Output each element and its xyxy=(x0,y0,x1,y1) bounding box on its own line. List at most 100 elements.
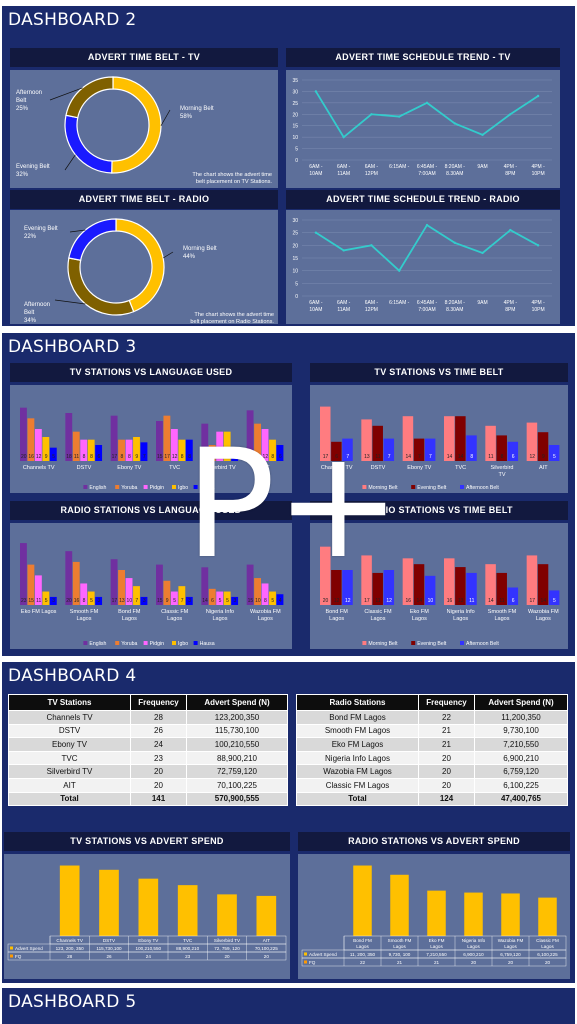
bar xyxy=(99,869,119,936)
bar-label: 3 xyxy=(52,598,55,604)
table-header: Radio Stations xyxy=(296,694,419,711)
tv-spend-chart: Channels TV DSTV Ebony TV TVC Silverbird TV A… xyxy=(7,865,287,961)
x-tick-label: Silverbird TV xyxy=(204,465,236,471)
table-row-label: FQ xyxy=(309,960,316,965)
bar xyxy=(548,445,560,461)
x-tick-label: 6:45AM - xyxy=(417,164,438,170)
legend-label: Igbo xyxy=(178,485,188,491)
bar-label: 20 xyxy=(66,598,72,604)
table-cell: 20 xyxy=(545,960,551,965)
legend-swatch xyxy=(304,960,307,964)
table-cell: 70,100,225 xyxy=(186,777,288,793)
bar-label: 14 xyxy=(255,454,261,460)
bar-label: 17 xyxy=(323,454,329,460)
table-cell: Bond FM Lagos xyxy=(296,710,419,725)
table-cell: 21 xyxy=(434,960,440,965)
tv-time-panel: 17 6 7 Channels TV 13 11 7 DSTV 14 7 7 Ebony TV 14 14… xyxy=(310,385,568,493)
bar xyxy=(548,590,560,605)
table-cell: 123,200,350 xyxy=(186,710,288,725)
table-row: TVC 23 88,900,210 xyxy=(8,750,288,766)
table-cell: 88,900,210 xyxy=(176,946,199,951)
y-tick-label: 15 xyxy=(292,124,298,130)
table-cell: DSTV xyxy=(8,723,131,739)
table-row: Ebony TV 24 100,210,550 xyxy=(8,737,288,752)
x-tick-label: Classic FM xyxy=(536,938,559,943)
table-row-label: Advert Spend xyxy=(309,952,337,957)
legend-label: Afternoon Belt xyxy=(466,485,499,491)
bar-label: 15 xyxy=(157,454,163,460)
bar-label: 16 xyxy=(74,598,80,604)
legend-swatch xyxy=(10,946,13,950)
bar-label: 16 xyxy=(405,598,411,604)
legend-swatch xyxy=(143,641,148,645)
legend-swatch xyxy=(172,485,176,489)
chart-note: The chart shows the advert time xyxy=(192,172,272,178)
table-cell: 7,210,550 xyxy=(474,737,568,752)
bar-label: 20 xyxy=(21,454,27,460)
table-cell: Silverbird TV xyxy=(8,764,131,779)
radio-trend-panel: 0 5 10 15 20 25 30 6AM -10AM 6AM -11AM 6AM -12PM 6… xyxy=(286,210,560,324)
x-tick-label: TV xyxy=(498,472,505,478)
y-tick-label: 0 xyxy=(295,158,298,164)
leader-line xyxy=(160,109,171,126)
radio-time-belt-panel: Morning Belt 44% Afternoon Belt 34% Evening B… xyxy=(10,210,278,324)
x-tick-label: Lagos xyxy=(541,944,554,949)
table-cell: 20 xyxy=(471,960,477,965)
legend-label: Pidgin xyxy=(150,641,165,647)
bar xyxy=(110,559,118,605)
bar-label: 7 xyxy=(135,598,138,604)
bar xyxy=(424,438,436,461)
bar xyxy=(163,580,171,605)
bar-label: 8 xyxy=(83,598,86,604)
slice-label: Evening Belt xyxy=(16,164,50,170)
table-row: Bond FM Lagos 22 11,200,350 xyxy=(296,710,568,725)
bar xyxy=(466,435,477,461)
data-point xyxy=(453,241,456,244)
table-cell: 23 xyxy=(185,954,191,959)
data-point xyxy=(536,244,540,247)
table-cell: 20 xyxy=(418,750,475,766)
x-tick-label: 4PM - xyxy=(504,300,518,306)
donut-slice xyxy=(115,218,165,313)
table-cell: 100,210,550 xyxy=(136,946,162,951)
legend-swatch xyxy=(193,485,198,489)
leader-line xyxy=(64,154,76,171)
bar xyxy=(65,551,73,605)
bar-label: 7 xyxy=(388,454,391,460)
radio-stations-table: Radio Stations Frequency Advert Spend (N… xyxy=(296,694,568,807)
tv-trend-title: ADVERT TIME SCHEDULE TREND - TV xyxy=(286,48,560,67)
bar-label: 20 xyxy=(323,598,329,604)
bar-label: 8 xyxy=(264,598,267,604)
data-point xyxy=(425,101,429,105)
table-cell: 20 xyxy=(130,777,187,793)
x-tick-label: DSTV xyxy=(103,938,116,943)
bar xyxy=(276,445,284,461)
bar xyxy=(383,438,395,461)
bar-label: 11 xyxy=(375,598,380,604)
x-tick-label: Nigeria Info xyxy=(206,609,234,615)
bar xyxy=(464,892,483,936)
bar-label: 5 xyxy=(234,454,237,460)
bar xyxy=(413,564,425,605)
bar xyxy=(34,575,42,605)
table-cell: 23 xyxy=(130,750,187,766)
x-tick-label: 6AM - xyxy=(365,300,379,306)
x-tick-label: TVC xyxy=(183,938,193,943)
table-cell: 21 xyxy=(397,960,403,965)
table-header: Frequency xyxy=(130,694,187,711)
x-tick-label: Eko FM xyxy=(410,609,429,615)
bar xyxy=(185,439,193,461)
x-tick-label: Lagos xyxy=(329,616,344,622)
legend-swatch xyxy=(193,641,198,645)
tv-time-belt-chart: Morning Belt 58% Evening Belt 32% Afternoon B… xyxy=(16,76,272,185)
bar xyxy=(320,406,331,461)
data-point xyxy=(342,249,345,252)
legend-swatch xyxy=(83,485,88,489)
x-tick-label: Wazobia FM xyxy=(250,609,281,615)
table-cell: 9,730, 100 xyxy=(389,952,411,957)
x-tick-label: Bond FM xyxy=(326,609,349,615)
x-tick-label: 6AM - xyxy=(309,300,323,306)
bar-label: 7 xyxy=(418,454,421,460)
table-cell: 20 xyxy=(264,954,270,959)
